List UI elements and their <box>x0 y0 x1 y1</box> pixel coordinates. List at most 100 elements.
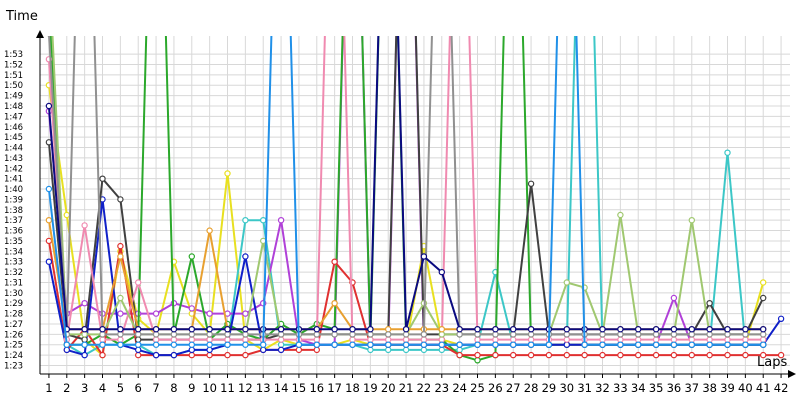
data-point <box>206 346 213 354</box>
data-point <box>242 331 249 338</box>
data-point <box>134 331 142 338</box>
data-point <box>260 341 267 348</box>
data-point <box>742 336 749 343</box>
data-point <box>81 341 88 348</box>
x-tick-label: 30 <box>559 381 574 395</box>
data-point <box>170 341 178 348</box>
x-tick-label: 40 <box>738 381 753 395</box>
data-point <box>724 341 731 348</box>
data-point <box>652 336 660 343</box>
x-tick-label: 1 <box>45 381 52 395</box>
data-point <box>152 341 160 348</box>
axes <box>36 30 796 378</box>
x-tick-label: 33 <box>613 381 628 395</box>
data-point <box>242 253 249 260</box>
data-point <box>170 326 178 333</box>
data-point <box>474 351 481 359</box>
data-point <box>224 336 231 343</box>
x-tick-label: 24 <box>452 381 467 395</box>
y-tick-label: 1:45 <box>4 133 23 143</box>
data-point <box>367 331 374 338</box>
data-point <box>742 326 749 333</box>
x-tick-label: 39 <box>720 381 735 395</box>
y-tick-label: 1:53 <box>4 50 23 60</box>
data-point <box>760 341 767 348</box>
x-tick-label: 6 <box>135 381 142 395</box>
data-point <box>242 216 249 224</box>
x-tick-label: 17 <box>327 381 342 395</box>
data-point <box>242 351 249 359</box>
data-point <box>152 326 160 333</box>
y-tick-label: 1:26 <box>4 330 23 340</box>
data-point <box>117 341 124 348</box>
data-point <box>402 326 410 333</box>
data-point <box>420 346 428 354</box>
x-tick-label: 28 <box>524 381 539 395</box>
data-point <box>188 326 195 333</box>
y-tick-label: 1:49 <box>4 92 23 102</box>
data-point <box>117 336 124 343</box>
data-point <box>260 216 267 224</box>
y-tick-label: 1:51 <box>4 71 23 81</box>
data-point <box>456 346 463 354</box>
y-tick-label: 1:29 <box>4 299 23 309</box>
data-point <box>474 341 481 348</box>
data-point <box>134 336 142 343</box>
data-point <box>527 331 535 338</box>
data-point <box>152 310 160 317</box>
data-point <box>510 351 517 359</box>
data-point <box>563 331 571 338</box>
y-axis-title: Time <box>5 9 38 24</box>
data-point <box>45 237 53 245</box>
data-point <box>331 331 338 338</box>
y-tick-label: 1:30 <box>4 289 23 299</box>
data-point <box>206 351 213 359</box>
data-point <box>134 326 142 333</box>
data-point <box>420 336 428 343</box>
data-point <box>760 279 767 286</box>
data-point <box>81 336 88 343</box>
x-tick-label: 7 <box>152 381 159 395</box>
data-point <box>277 341 285 348</box>
data-point <box>670 331 678 338</box>
data-point <box>635 336 642 343</box>
data-point <box>492 326 499 333</box>
data-point <box>367 341 374 348</box>
data-point <box>117 196 124 203</box>
data-point <box>152 351 160 359</box>
y-tick-label: 1:38 <box>4 206 23 216</box>
x-tick-label: 15 <box>292 381 307 395</box>
data-point <box>117 331 124 338</box>
data-point <box>706 336 713 343</box>
data-point <box>385 336 392 343</box>
x-tick-label: 42 <box>774 381 789 395</box>
x-tick-label: 3 <box>81 381 88 395</box>
data-point <box>706 300 713 307</box>
data-point <box>277 331 285 338</box>
data-point <box>635 351 642 359</box>
data-point <box>188 253 195 260</box>
x-tick-label: 37 <box>684 381 699 395</box>
data-point <box>63 211 71 219</box>
data-point <box>599 336 606 343</box>
data-point <box>438 346 445 354</box>
data-point <box>724 331 731 338</box>
data-point <box>45 185 53 193</box>
data-point <box>527 326 535 333</box>
data-point <box>45 216 53 224</box>
data-point <box>599 341 606 348</box>
data-point <box>385 326 392 333</box>
data-point <box>152 331 160 338</box>
series-group <box>45 36 785 364</box>
data-point <box>724 149 731 156</box>
data-point <box>367 346 374 354</box>
data-point <box>224 170 231 177</box>
data-point <box>456 341 463 348</box>
data-point <box>510 326 517 333</box>
data-point <box>313 341 320 348</box>
data-point <box>742 331 749 338</box>
data-point <box>563 336 571 343</box>
data-point <box>617 326 624 333</box>
y-tick-label: 1:47 <box>4 112 23 122</box>
